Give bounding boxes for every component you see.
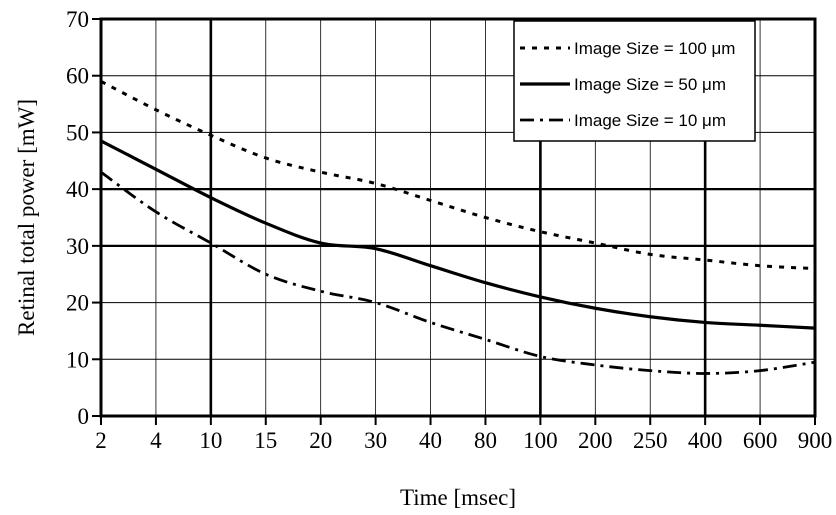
x-tick-label: 80 — [474, 428, 497, 453]
x-tick-label: 200 — [578, 428, 613, 453]
x-tick-label: 4 — [150, 428, 162, 453]
x-tick-label: 400 — [688, 428, 723, 453]
y-axis-label: Retinal total power [mW] — [14, 99, 39, 336]
y-tick-label: 60 — [66, 64, 89, 89]
x-axis-label: Time [msec] — [400, 485, 516, 510]
x-tick-label: 250 — [633, 428, 668, 453]
x-tick-label: 30 — [364, 428, 387, 453]
x-tick-label: 20 — [309, 428, 332, 453]
plot-area-border — [99, 17, 817, 418]
x-tick-label: 600 — [743, 428, 778, 453]
x-tick-label: 15 — [254, 428, 277, 453]
legend-label: Image Size = 100 μm — [574, 39, 735, 58]
y-tick-label: 70 — [66, 7, 89, 32]
series-line — [100, 170, 816, 375]
x-tick-label: 40 — [419, 428, 442, 453]
x-axis-ticks: 2 4 10 15 20 30 40 80 100 200 250 400 600 900 — [95, 416, 832, 453]
y-tick-label: 0 — [78, 404, 90, 429]
legend: Image Size = 100 μm Image Size = 50 μm Ima… — [513, 20, 756, 142]
x-tick-label: 10 — [199, 428, 222, 453]
y-tick-label: 20 — [66, 291, 89, 316]
y-tick-label: 40 — [66, 177, 89, 202]
x-tick-label: 2 — [95, 428, 107, 453]
y-axis-ticks: 0 10 20 30 40 50 60 70 — [66, 7, 101, 429]
x-tick-label: 100 — [523, 428, 558, 453]
legend-label: Image Size = 50 μm — [574, 75, 726, 94]
series-lines — [100, 80, 816, 375]
x-tick-label: 900 — [798, 428, 833, 453]
series-line — [100, 139, 816, 330]
y-tick-label: 50 — [66, 120, 89, 145]
y-tick-label: 10 — [66, 347, 89, 372]
y-tick-label: 30 — [66, 234, 89, 259]
legend-label: Image Size = 10 μm — [574, 111, 726, 130]
